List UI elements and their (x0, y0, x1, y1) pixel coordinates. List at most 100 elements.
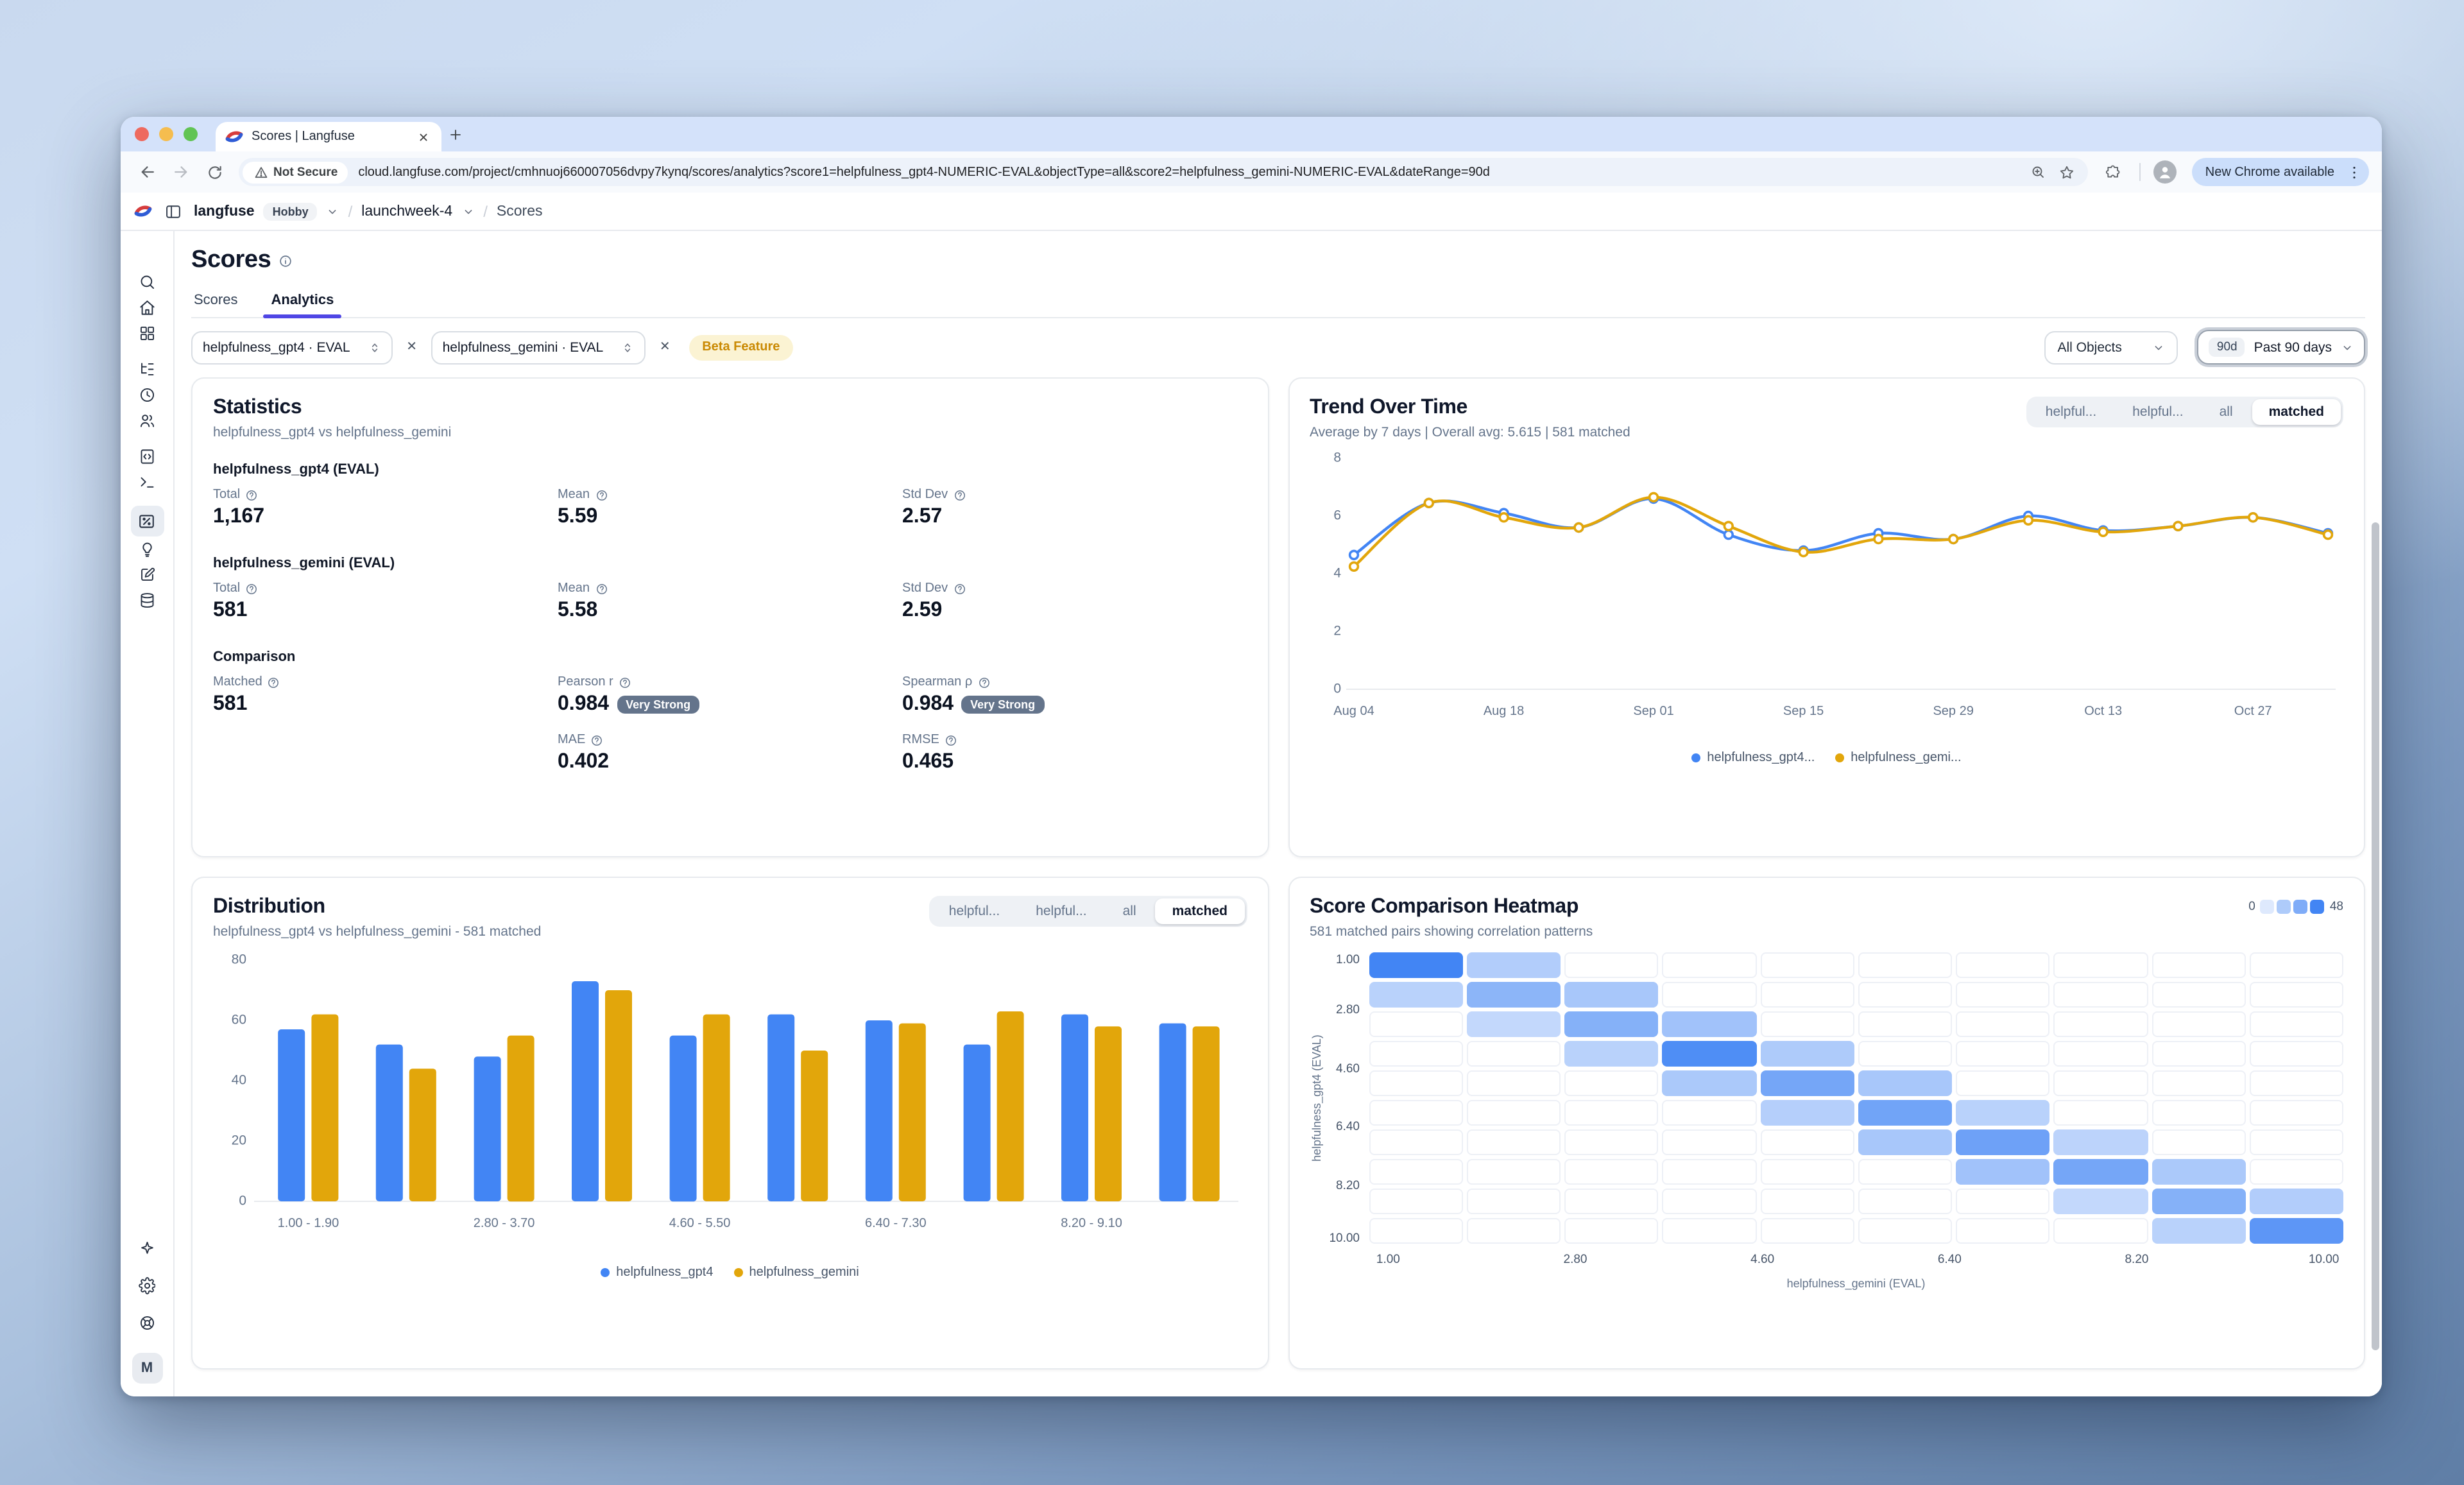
heatmap-cell-r8c1[interactable] (1466, 1189, 1561, 1214)
heatmap-cell-r1c0[interactable] (1369, 982, 1463, 1008)
zoom-page-icon[interactable] (2027, 160, 2050, 184)
heatmap-cell-r1c3[interactable] (1662, 982, 1756, 1008)
heatmap-cell-r4c7[interactable] (2053, 1070, 2148, 1096)
info-icon[interactable] (278, 253, 293, 268)
heatmap-cell-r0c9[interactable] (2249, 952, 2343, 978)
heatmap-cell-r2c6[interactable] (1956, 1011, 2050, 1037)
heatmap-cell-r6c4[interactable] (1760, 1129, 1854, 1155)
heatmap-cell-r2c2[interactable] (1564, 1011, 1659, 1037)
heatmap-cell-r7c7[interactable] (2053, 1159, 2148, 1185)
heatmap-cell-r6c8[interactable] (2152, 1129, 2246, 1155)
heatmap-cell-r3c0[interactable] (1369, 1041, 1463, 1067)
date-range-select[interactable]: 90d Past 90 days (2197, 330, 2365, 365)
heatmap-cell-r3c7[interactable] (2053, 1041, 2148, 1067)
extensions-icon[interactable] (2099, 158, 2127, 186)
heatmap-cell-r7c3[interactable] (1662, 1159, 1756, 1185)
heatmap-cell-r0c6[interactable] (1956, 952, 2050, 978)
heatmap-cell-r1c4[interactable] (1760, 982, 1854, 1008)
heatmap-cell-r5c7[interactable] (2053, 1100, 2148, 1126)
heatmap-cell-r2c1[interactable] (1466, 1011, 1561, 1037)
heatmap-cell-r4c6[interactable] (1956, 1070, 2050, 1096)
heatmap-cell-r5c5[interactable] (1858, 1100, 1952, 1126)
sidebar-item-dashboards[interactable] (133, 321, 161, 347)
heatmap-cell-r9c1[interactable] (1466, 1218, 1561, 1244)
address-bar[interactable]: Not Secure cloud.langfuse.com/project/cm… (239, 158, 2089, 186)
heatmap-cell-r7c0[interactable] (1369, 1159, 1463, 1185)
heatmap-cell-r0c8[interactable] (2152, 952, 2246, 978)
heatmap-cell-r1c7[interactable] (2053, 982, 2148, 1008)
score1-remove-button[interactable]: ✕ (406, 340, 417, 354)
heatmap-cell-r6c0[interactable] (1369, 1129, 1463, 1155)
heatmap-cell-r0c2[interactable] (1564, 952, 1659, 978)
heatmap-cell-r3c8[interactable] (2152, 1041, 2246, 1067)
heatmap-cell-r3c1[interactable] (1466, 1041, 1561, 1067)
heatmap-cell-r7c1[interactable] (1466, 1159, 1561, 1185)
bookmark-star-icon[interactable] (2055, 160, 2078, 184)
heatmap-cell-r2c7[interactable] (2053, 1011, 2148, 1037)
heatmap-cell-r5c2[interactable] (1564, 1100, 1659, 1126)
heatmap-cell-r2c9[interactable] (2249, 1011, 2343, 1037)
heatmap-cell-r8c8[interactable] (2152, 1189, 2246, 1214)
help-icon[interactable] (953, 488, 966, 501)
sidebar-item-support[interactable] (133, 1310, 161, 1336)
heatmap-cell-r4c4[interactable] (1760, 1070, 1854, 1096)
heatmap-cell-r0c0[interactable] (1369, 952, 1463, 978)
reload-icon[interactable] (200, 158, 228, 186)
heatmap-cell-r1c6[interactable] (1956, 982, 2050, 1008)
sidebar-item-prompts[interactable] (133, 444, 161, 470)
profile-avatar[interactable] (2153, 160, 2177, 184)
tab-analytics[interactable]: Analytics (263, 288, 342, 318)
heatmap-cell-r5c0[interactable] (1369, 1100, 1463, 1126)
heatmap-cell-r8c7[interactable] (2053, 1189, 2148, 1214)
sidebar-item-playground[interactable] (133, 470, 161, 495)
heatmap-cell-r1c2[interactable] (1564, 982, 1659, 1008)
heatmap-cell-r9c7[interactable] (2053, 1218, 2148, 1244)
sidebar-item-whats-new[interactable] (133, 1236, 161, 1262)
project-chevron-down-icon[interactable] (461, 205, 474, 218)
heatmap-cell-r8c5[interactable] (1858, 1189, 1952, 1214)
browser-tab[interactable]: Scores | Langfuse (216, 122, 441, 151)
view-tab-helpful[interactable]: helpful... (1036, 904, 1087, 919)
tab-close-icon[interactable] (415, 128, 432, 146)
help-icon[interactable] (245, 582, 258, 595)
heatmap-cell-r9c3[interactable] (1662, 1218, 1756, 1244)
heatmap-cell-r7c4[interactable] (1760, 1159, 1854, 1185)
heatmap-cell-r5c4[interactable] (1760, 1100, 1854, 1126)
heatmap-cell-r0c4[interactable] (1760, 952, 1854, 978)
heatmap-cell-r0c7[interactable] (2053, 952, 2148, 978)
heatmap-cell-r9c9[interactable] (2249, 1218, 2343, 1244)
heatmap-cell-r3c5[interactable] (1858, 1041, 1952, 1067)
heatmap-cell-r8c0[interactable] (1369, 1189, 1463, 1214)
view-tab-helpful[interactable]: helpful... (948, 904, 1000, 919)
chrome-update-button[interactable]: New Chrome available (2192, 158, 2369, 186)
sidebar-item-users[interactable] (133, 408, 161, 434)
site-security-chip[interactable]: Not Secure (243, 161, 348, 183)
heatmap-cell-r2c5[interactable] (1858, 1011, 1952, 1037)
sidebar-toggle-icon[interactable] (162, 200, 185, 223)
heatmap-cell-r6c6[interactable] (1956, 1129, 2050, 1155)
sidebar-item-scores[interactable] (130, 506, 164, 536)
heatmap-cell-r6c9[interactable] (2249, 1129, 2343, 1155)
heatmap-cell-r7c5[interactable] (1858, 1159, 1952, 1185)
help-icon[interactable] (953, 582, 966, 595)
menu-kebab-icon[interactable] (2343, 162, 2364, 182)
score1-select[interactable]: helpfulness_gpt4 · EVAL (191, 330, 393, 364)
sidebar-item-search[interactable] (133, 270, 161, 295)
heatmap-cell-r3c6[interactable] (1956, 1041, 2050, 1067)
heatmap-cell-r8c6[interactable] (1956, 1189, 2050, 1214)
minimize-window-button[interactable] (159, 127, 173, 141)
heatmap-cell-r6c3[interactable] (1662, 1129, 1756, 1155)
heatmap-cell-r1c9[interactable] (2249, 982, 2343, 1008)
object-type-select[interactable]: All Objects (2044, 330, 2178, 364)
heatmap-cell-r4c0[interactable] (1369, 1070, 1463, 1096)
forward-icon[interactable] (167, 158, 195, 186)
heatmap-cell-r1c1[interactable] (1466, 982, 1561, 1008)
view-tab-all[interactable]: all (2219, 404, 2233, 420)
heatmap-cell-r7c6[interactable] (1956, 1159, 2050, 1185)
view-tab-helpful[interactable]: helpful... (2045, 404, 2097, 420)
score2-select[interactable]: helpfulness_gemini · EVAL (431, 330, 646, 364)
heatmap-cell-r6c5[interactable] (1858, 1129, 1952, 1155)
sidebar-item-tracing[interactable] (133, 357, 161, 382)
view-tab-all[interactable]: all (1122, 904, 1136, 919)
heatmap-cell-r5c6[interactable] (1956, 1100, 2050, 1126)
